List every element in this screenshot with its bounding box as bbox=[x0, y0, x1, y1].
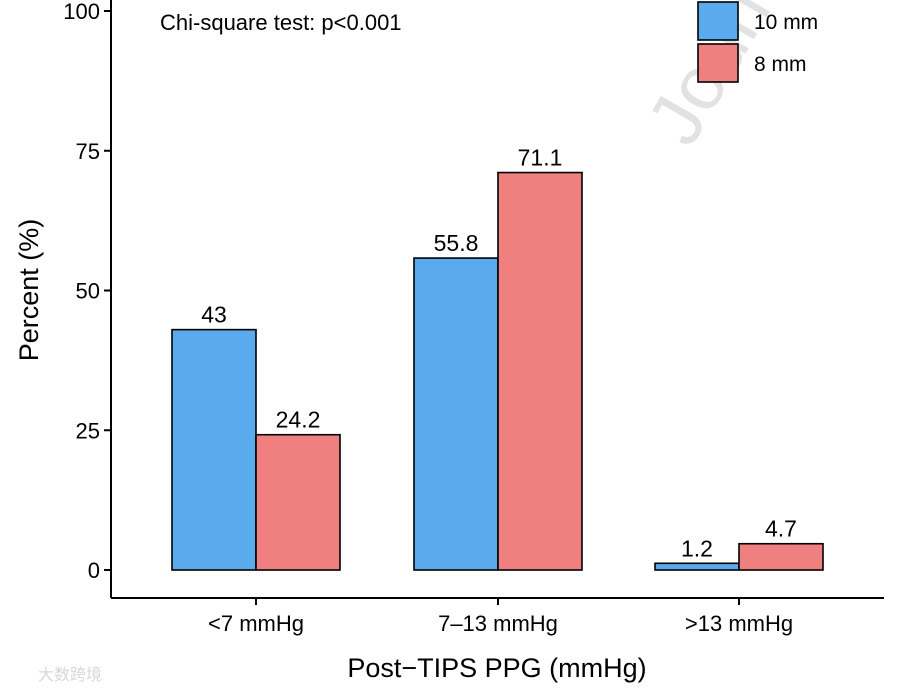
bar-series1 bbox=[413, 257, 499, 571]
corner-watermark: 大数跨境 bbox=[38, 665, 102, 684]
bar-value-label: 1.2 bbox=[681, 535, 713, 561]
bar-value-label: 71.1 bbox=[518, 145, 563, 171]
legend-swatch bbox=[697, 43, 739, 83]
bar-value-label: 43 bbox=[201, 302, 227, 328]
x-tick-label: >13 mmHg bbox=[685, 611, 793, 636]
x-tick-label: <7 mmHg bbox=[208, 611, 304, 636]
bar-value-label: 4.7 bbox=[765, 516, 797, 542]
bar-series2 bbox=[738, 542, 824, 571]
bar-series2 bbox=[497, 171, 583, 571]
y-axis-title: Percent (%) bbox=[14, 219, 44, 362]
legend: 10 mm 8 mm bbox=[697, 1, 818, 83]
legend-label: 8 mm bbox=[754, 53, 807, 76]
chart-annotation: Chi-square test: p<0.001 bbox=[160, 10, 402, 35]
y-tick-label: 75 bbox=[76, 139, 100, 164]
plot-area: 0 25 50 75 100 <7 mmHg 7–13 mmHg >13 mmHg 43 55.8… bbox=[63, 0, 884, 636]
bar-value-label: 55.8 bbox=[434, 230, 479, 256]
legend-label: 10 mm bbox=[754, 11, 818, 34]
bar-series2 bbox=[255, 433, 341, 571]
bar-value-label: 24.2 bbox=[276, 407, 321, 433]
y-tick-label: 100 bbox=[63, 0, 100, 24]
x-tick-label: 7–13 mmHg bbox=[438, 611, 558, 636]
bar-series1 bbox=[654, 562, 740, 571]
y-tick-label: 50 bbox=[76, 279, 100, 304]
y-tick-label: 0 bbox=[88, 558, 100, 583]
x-axis-title: Post−TIPS PPG (mmHg) bbox=[347, 653, 646, 683]
bar-series1 bbox=[171, 328, 257, 571]
y-tick-label: 25 bbox=[76, 418, 100, 443]
legend-swatch bbox=[697, 1, 739, 41]
